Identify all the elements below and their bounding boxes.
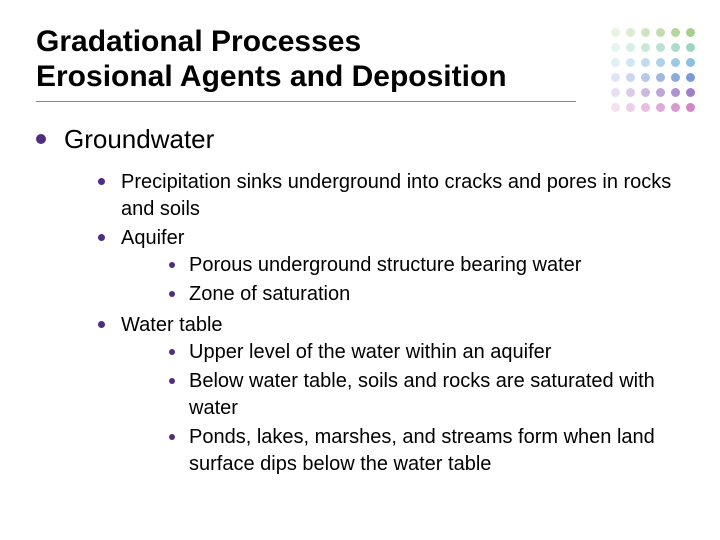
sub-list: Upper level of the water within an aquif… (169, 339, 684, 478)
dot-icon (656, 103, 665, 112)
dot-icon (656, 88, 665, 97)
dot-icon (686, 88, 695, 97)
sub-list-item-text: Upper level of the water within an aquif… (189, 339, 551, 366)
list-item-text: Aquifer (121, 225, 684, 252)
decorative-dot-grid (596, 28, 698, 115)
dot-icon (671, 43, 680, 52)
dot-icon (641, 58, 650, 67)
bullet-icon (98, 234, 105, 241)
dot-icon (626, 73, 635, 82)
list-item: Water tableUpper level of the water with… (98, 312, 684, 480)
bullet-icon (169, 434, 175, 440)
bullet-icon (169, 378, 175, 384)
dot-icon (611, 43, 620, 52)
sub-list-item: Below water table, soils and rocks are s… (169, 368, 684, 422)
sub-list: Porous underground structure bearing wat… (169, 252, 684, 308)
dot-icon (626, 103, 635, 112)
dot-icon (671, 73, 680, 82)
dot-icon (641, 28, 650, 37)
dot-icon (671, 28, 680, 37)
dot-icon (611, 103, 620, 112)
title-line-1: Gradational Processes (36, 24, 684, 59)
dot-icon (656, 73, 665, 82)
dot-icon (641, 73, 650, 82)
dot-icon (641, 88, 650, 97)
sub-list-item: Ponds, lakes, marshes, and streams form … (169, 424, 684, 478)
sub-list-item: Upper level of the water within an aquif… (169, 339, 684, 366)
heading-text: Groundwater (64, 124, 214, 155)
dot-icon (641, 103, 650, 112)
sub-list-item: Porous underground structure bearing wat… (169, 252, 684, 279)
list-item-text: Water table (121, 312, 684, 339)
dot-icon (611, 28, 620, 37)
list-item-text: Precipitation sinks underground into cra… (121, 169, 684, 223)
title-line-2: Erosional Agents and Deposition (36, 59, 684, 94)
list-item: AquiferPorous underground structure bear… (98, 225, 684, 310)
dot-icon (686, 43, 695, 52)
dot-icon (671, 58, 680, 67)
dot-icon (626, 28, 635, 37)
sub-list-item-text: Below water table, soils and rocks are s… (189, 368, 684, 422)
bullet-icon (98, 321, 105, 328)
dot-icon (656, 58, 665, 67)
dot-icon (626, 43, 635, 52)
sub-list-item-text: Ponds, lakes, marshes, and streams form … (189, 424, 684, 478)
bullet-icon (98, 178, 105, 185)
dot-icon (626, 88, 635, 97)
slide-title: Gradational Processes Erosional Agents a… (36, 24, 684, 95)
dot-icon (611, 88, 620, 97)
dot-icon (686, 103, 695, 112)
sub-list-item-text: Porous underground structure bearing wat… (189, 252, 581, 279)
bullet-icon (169, 349, 175, 355)
dot-icon (671, 88, 680, 97)
bullet-icon (169, 291, 175, 297)
bullet-icon (36, 134, 46, 144)
sub-list-item-text: Zone of saturation (189, 281, 350, 308)
dot-icon (686, 73, 695, 82)
heading-row: Groundwater (36, 124, 684, 155)
dot-icon (686, 28, 695, 37)
dot-icon (611, 73, 620, 82)
content-list: Precipitation sinks underground into cra… (98, 169, 684, 480)
dot-icon (626, 58, 635, 67)
dot-icon (641, 43, 650, 52)
dot-icon (656, 43, 665, 52)
bullet-icon (169, 262, 175, 268)
dot-icon (611, 58, 620, 67)
sub-list-item: Zone of saturation (169, 281, 684, 308)
list-item: Precipitation sinks underground into cra… (98, 169, 684, 223)
dot-icon (656, 28, 665, 37)
dot-icon (671, 103, 680, 112)
title-underline (36, 101, 576, 102)
dot-icon (686, 58, 695, 67)
